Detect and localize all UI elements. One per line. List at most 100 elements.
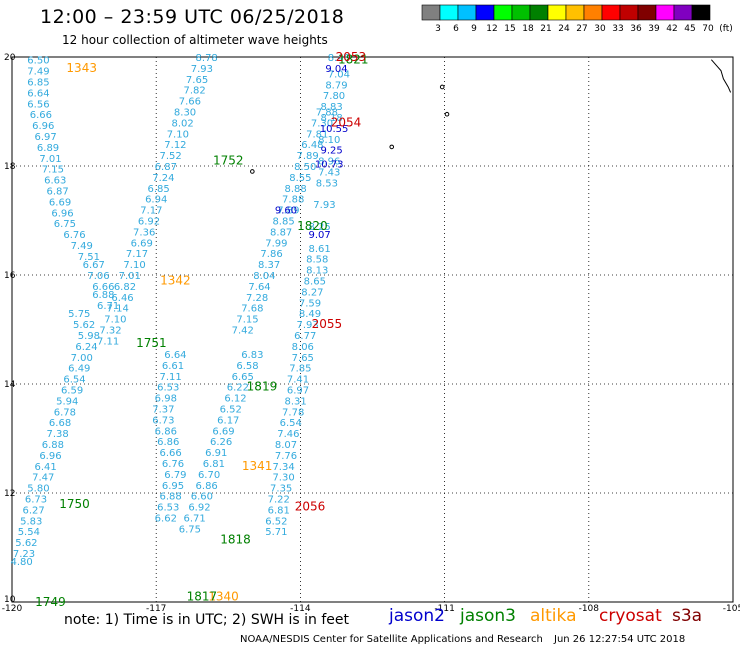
- wave-height-label: 7.49: [27, 67, 49, 78]
- wave-height-label: 9.60: [275, 206, 297, 217]
- colorbar-labels: 3 6 9 12 15 18 21 24 27 30 33 36 39 42 45 70 (ft): [435, 24, 732, 34]
- land-features: [250, 59, 732, 174]
- colorbar-label: 36: [630, 24, 642, 34]
- wave-height-label: 6.71: [97, 301, 119, 312]
- wave-height-label: 7.81: [306, 129, 328, 140]
- wave-height-label: 6.22: [227, 383, 249, 394]
- wave-height-label: 6.96: [51, 208, 73, 219]
- wave-height-label: 6.78: [54, 407, 76, 418]
- wave-height-label: 6.76: [162, 459, 184, 470]
- wave-height-label: 5.94: [56, 396, 78, 407]
- wave-height-label: 5.62: [15, 538, 37, 549]
- footer-organization: NOAA/NESDIS Center for Satellite Applica…: [240, 634, 543, 645]
- wave-height-label: 8.37: [258, 260, 280, 271]
- wave-height-label: 6.49: [68, 364, 90, 375]
- wave-height-label: 7.85: [289, 364, 311, 375]
- colorbar-label: 18: [522, 24, 534, 34]
- colorbar-label: 39: [648, 24, 660, 34]
- wave-height-label: 8.07: [275, 440, 297, 451]
- x-tick-label: -117: [146, 604, 166, 612]
- colorbar-swatches: [421, 4, 711, 21]
- wave-height-label: 6.66: [159, 448, 181, 459]
- plot-frame: [11, 56, 734, 603]
- wave-height-label: 6.48: [301, 140, 323, 151]
- wave-height-label: 8.13: [306, 266, 328, 277]
- wave-height-label: 8.87: [270, 227, 292, 238]
- colorbar-label: 3: [435, 24, 441, 34]
- pass-time-label: 1340: [208, 590, 239, 604]
- y-tick-label: 16: [4, 271, 16, 281]
- pass-time-label: 1343: [66, 61, 97, 75]
- wave-height-label: 10.55: [320, 124, 349, 135]
- wave-height-label: 7.11: [97, 336, 119, 347]
- wave-height-label: 7.10: [123, 260, 145, 271]
- colorbar-label: 45: [684, 24, 695, 34]
- wave-height-label: 7.99: [265, 238, 287, 249]
- chart-grid: [12, 57, 733, 602]
- wave-height-label: 7.68: [241, 304, 263, 315]
- pass-time-labels: 1343 1342 1341 1340 1752 1751 1750 1749 1821 1820…: [35, 50, 368, 609]
- wave-height-label: 7.93: [296, 320, 318, 331]
- wave-height-label: 7.78: [282, 407, 304, 418]
- wave-height-label: 6.46: [111, 293, 133, 304]
- wave-height-label: 6.65: [232, 372, 254, 383]
- wave-height-label: 7.59: [299, 298, 321, 309]
- wave-height-label: 7.30: [311, 118, 333, 129]
- wave-height-label: 7.89: [277, 206, 299, 217]
- wave-height-label: 7.65: [186, 75, 208, 86]
- pass-time-label: 2053: [336, 50, 367, 64]
- wave-height-label: 7.66: [179, 97, 201, 108]
- wave-height-label: 7.04: [328, 69, 350, 80]
- wave-height-label: 6.81: [203, 459, 225, 470]
- wave-height-label: 4.80: [10, 557, 32, 568]
- wave-height-label: 7.82: [184, 86, 206, 97]
- wave-height-label: 8.55: [289, 173, 311, 184]
- y-tick-label: 12: [4, 489, 15, 499]
- island: [250, 169, 255, 174]
- pass-time-label: 1749: [35, 595, 66, 609]
- colorbar-label: 21: [540, 24, 551, 34]
- island: [444, 111, 450, 117]
- wave-height-label: 6.85: [27, 78, 49, 89]
- wave-height-label: 6.85: [147, 184, 169, 195]
- wave-height-label: 6.53: [157, 383, 179, 394]
- wave-height-label: 6.97: [287, 385, 309, 396]
- page-title: 12:00 – 23:59 UTC 06/25/2018: [40, 6, 345, 28]
- wave-height-label: 7.12: [164, 140, 186, 151]
- wave-height-label: 7.23: [13, 549, 35, 560]
- wave-height-label: 8.78: [196, 53, 218, 64]
- colorbar-swatch: [691, 4, 711, 21]
- wave-height-label: 8.79: [325, 80, 347, 91]
- wave-height-label: 6.62: [155, 514, 177, 525]
- wave-height-label: 7.42: [232, 326, 254, 337]
- pass-time-label: 2056: [295, 500, 326, 514]
- colorbar-label: 9: [471, 24, 477, 34]
- pass-time-label: 2054: [331, 115, 362, 129]
- wave-height-label: 6.79: [164, 470, 186, 481]
- note-text: note: 1) Time is in UTC; 2) SWH is in fe…: [64, 612, 350, 628]
- wave-height-label: 6.53: [157, 503, 179, 514]
- pass-time-label: 1820: [297, 219, 328, 233]
- wave-height-label: 6.77: [294, 331, 316, 342]
- wave-height-label: 6.94: [145, 195, 167, 206]
- wave-height-label: 7.00: [71, 353, 93, 364]
- satellite-label-s3a: s3a: [672, 606, 703, 626]
- satellite-label-cryosat: cryosat: [599, 606, 662, 626]
- page-subtitle: 12 hour collection of altimeter wave hei…: [62, 33, 328, 47]
- wave-height-label: 6.97: [35, 132, 57, 143]
- satellite-label-jason3: jason3: [460, 606, 516, 626]
- chart: -120-117-114-111-108-105101214161820 6.5…: [2, 50, 740, 612]
- wave-height-label: 7.88: [282, 195, 304, 206]
- wave-height-label: 6.17: [217, 415, 239, 426]
- wave-height-label: 7.01: [119, 271, 141, 282]
- wave-height-label: 7.43: [318, 167, 340, 178]
- wave-height-label: 6.50: [27, 56, 49, 67]
- wave-height-label: 8.83: [321, 102, 343, 113]
- wave-height-label: 6.56: [27, 99, 49, 110]
- wave-height-label: 9.04: [325, 64, 347, 75]
- wave-height-label: 7.15: [42, 165, 64, 176]
- colorbar-label: 30: [594, 24, 606, 34]
- axis-ticks: -120-117-114-111-108-105101214161820: [2, 53, 740, 612]
- wave-height-label: 7.24: [152, 173, 174, 184]
- pass-time-label: 1817: [187, 590, 218, 604]
